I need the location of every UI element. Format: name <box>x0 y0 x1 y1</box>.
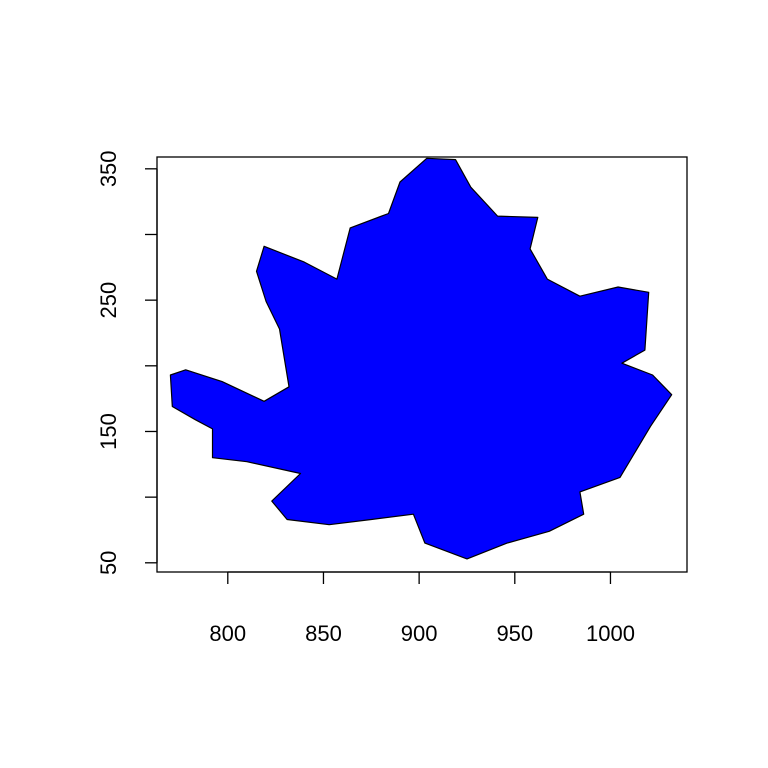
y-tick-label: 50 <box>96 551 121 575</box>
x-tick-label: 850 <box>305 621 342 646</box>
y-tick-label: 150 <box>96 413 121 450</box>
x-tick-label: 1000 <box>586 621 635 646</box>
y-tick-label: 350 <box>96 150 121 187</box>
polygon-layer <box>169 157 673 560</box>
data-polygon <box>169 157 673 560</box>
x-axis: 800 850 900 950 1000 <box>209 571 635 646</box>
y-axis: 50 150 250 350 <box>96 150 158 575</box>
x-tick-label: 800 <box>209 621 246 646</box>
x-tick-label: 950 <box>496 621 533 646</box>
x-tick-label: 900 <box>401 621 438 646</box>
y-tick-label: 250 <box>96 282 121 319</box>
